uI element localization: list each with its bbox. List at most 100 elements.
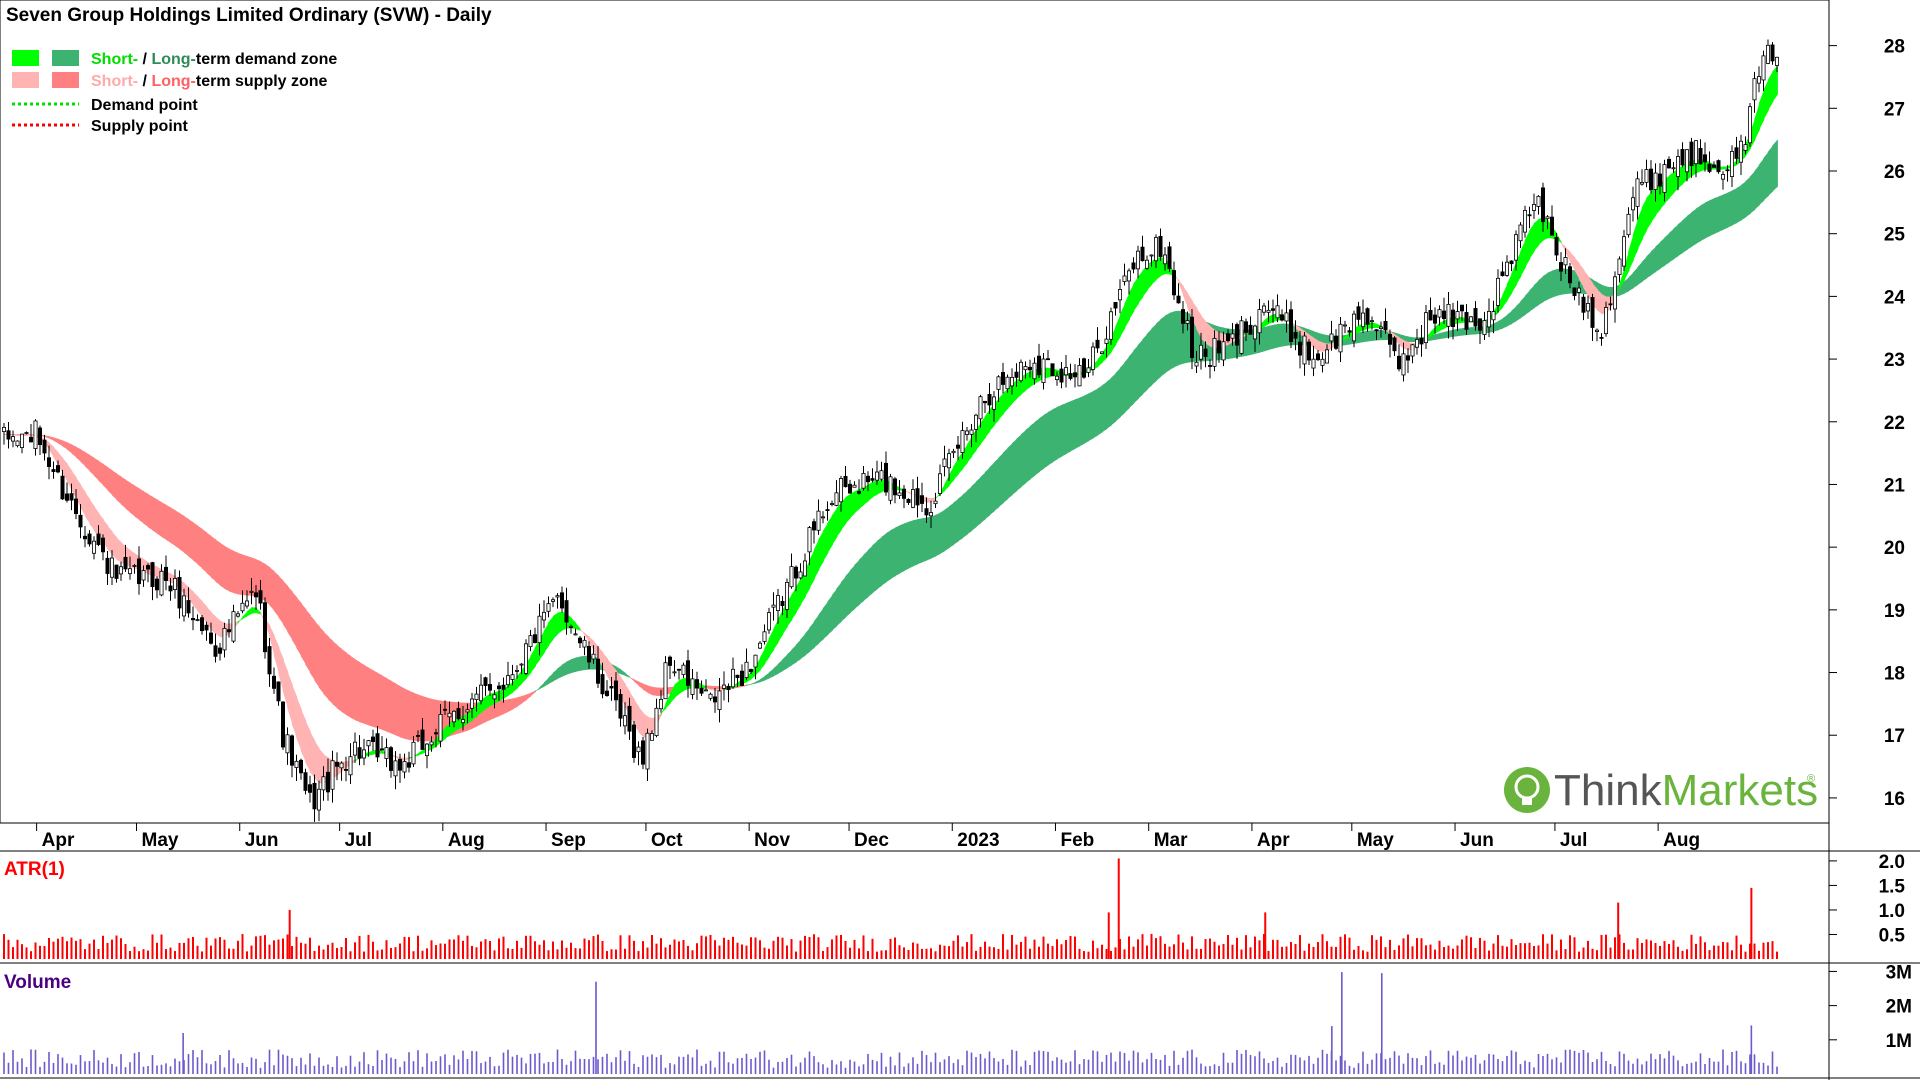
short-term-zone-segment bbox=[1763, 79, 1769, 120]
candle bbox=[92, 536, 97, 560]
candle-body bbox=[1500, 271, 1505, 277]
candle-body bbox=[487, 684, 492, 691]
candle bbox=[659, 689, 664, 713]
candle bbox=[231, 604, 236, 643]
candle bbox=[1770, 42, 1775, 65]
atr-bar bbox=[1308, 943, 1310, 959]
volume-bar bbox=[781, 1061, 784, 1074]
atr-bar bbox=[1699, 936, 1702, 959]
candle bbox=[1113, 302, 1118, 316]
candle bbox=[560, 586, 565, 613]
long-term-zone-segment bbox=[332, 640, 338, 709]
date-tick-label: Apr bbox=[42, 830, 75, 851]
candle bbox=[1608, 296, 1613, 311]
candle-body bbox=[524, 643, 529, 674]
short-term-zone-segment bbox=[579, 628, 586, 636]
candle-body bbox=[771, 604, 776, 608]
long-term-zone-segment bbox=[1659, 237, 1666, 269]
candle bbox=[226, 618, 231, 638]
candle bbox=[447, 701, 452, 727]
atr-bar bbox=[642, 941, 644, 959]
atr-bar-peak bbox=[1107, 912, 1110, 959]
candle-body bbox=[114, 564, 119, 579]
volume-bar bbox=[534, 1053, 536, 1074]
atr-bar bbox=[282, 938, 284, 959]
candle-body bbox=[1266, 309, 1271, 313]
candle bbox=[627, 697, 632, 740]
candle-body bbox=[1343, 324, 1348, 327]
atr-bar bbox=[1321, 934, 1324, 959]
candle bbox=[357, 735, 362, 766]
candle bbox=[542, 600, 547, 629]
atr-bar bbox=[588, 940, 590, 959]
long-term-zone-segment bbox=[314, 620, 320, 689]
long-term-zone-segment bbox=[1736, 184, 1742, 224]
atr-bar bbox=[1366, 951, 1369, 959]
long-term-zone-segment bbox=[98, 460, 104, 486]
candle bbox=[1671, 162, 1676, 173]
volume-bar-peak bbox=[1380, 973, 1383, 1074]
atr-bar bbox=[601, 940, 604, 959]
atr-bar bbox=[637, 951, 640, 959]
short-term-zone-segment bbox=[813, 539, 820, 580]
volume-bar bbox=[61, 1057, 64, 1074]
candle-body bbox=[1307, 341, 1312, 361]
candle bbox=[208, 622, 213, 645]
candle bbox=[1064, 355, 1069, 388]
volume-bar bbox=[934, 1052, 937, 1074]
candle bbox=[1226, 329, 1231, 343]
candle-body bbox=[1149, 254, 1154, 257]
candle bbox=[1541, 182, 1546, 232]
candle-body bbox=[83, 535, 88, 540]
candle-body bbox=[456, 708, 461, 720]
long-term-zone-segment bbox=[1668, 228, 1675, 263]
candle-body bbox=[1662, 164, 1667, 193]
long-term-zone-segment bbox=[111, 470, 118, 501]
atr-bar bbox=[813, 934, 815, 959]
long-term-zone-segment bbox=[813, 614, 820, 649]
atr-bar bbox=[1258, 940, 1261, 959]
volume-bar bbox=[1632, 1063, 1634, 1074]
volume-bar bbox=[43, 1061, 46, 1074]
candle-body bbox=[1185, 320, 1190, 324]
candle bbox=[136, 546, 141, 595]
volume-bar bbox=[1254, 1056, 1256, 1074]
candle bbox=[767, 607, 772, 634]
short-term-zone-segment bbox=[822, 522, 829, 563]
candle-body bbox=[1482, 320, 1487, 336]
short-term-zone-segment bbox=[287, 672, 293, 725]
atr-bar bbox=[975, 950, 977, 959]
atr-bar bbox=[1564, 949, 1567, 959]
short-term-zone-segment bbox=[827, 514, 833, 554]
volume-bar bbox=[1569, 1049, 1571, 1074]
volume-bar bbox=[1555, 1057, 1558, 1074]
atr-bar bbox=[1677, 946, 1679, 959]
volume-bar bbox=[1704, 1064, 1706, 1074]
candle-body bbox=[902, 488, 907, 499]
short-term-zone-segment bbox=[242, 610, 248, 620]
atr-bar bbox=[1272, 939, 1274, 959]
candle bbox=[798, 563, 803, 580]
atr-bar bbox=[597, 934, 599, 959]
atr-bar bbox=[1474, 948, 1477, 959]
atr-bar bbox=[385, 940, 388, 959]
atr-bar bbox=[399, 943, 401, 959]
candle bbox=[992, 391, 997, 422]
atr-bar bbox=[1177, 934, 1180, 959]
candle-body bbox=[551, 599, 556, 602]
atr-bar bbox=[259, 935, 262, 959]
atr-bar bbox=[142, 949, 145, 959]
candle-body bbox=[1041, 358, 1046, 384]
volume-bar bbox=[1047, 1051, 1049, 1074]
candle-body bbox=[1541, 187, 1546, 223]
volume-bar bbox=[88, 1061, 91, 1074]
long-term-zone-segment bbox=[930, 514, 937, 559]
atr-bar bbox=[664, 947, 667, 959]
atr-bar bbox=[1461, 939, 1463, 959]
candle-body bbox=[1491, 311, 1496, 321]
candle-body bbox=[789, 566, 794, 588]
date-tick-label: Aug bbox=[448, 830, 485, 851]
candle-body bbox=[1563, 257, 1568, 266]
volume-bar bbox=[673, 1064, 676, 1074]
volume-bar bbox=[1542, 1056, 1544, 1074]
